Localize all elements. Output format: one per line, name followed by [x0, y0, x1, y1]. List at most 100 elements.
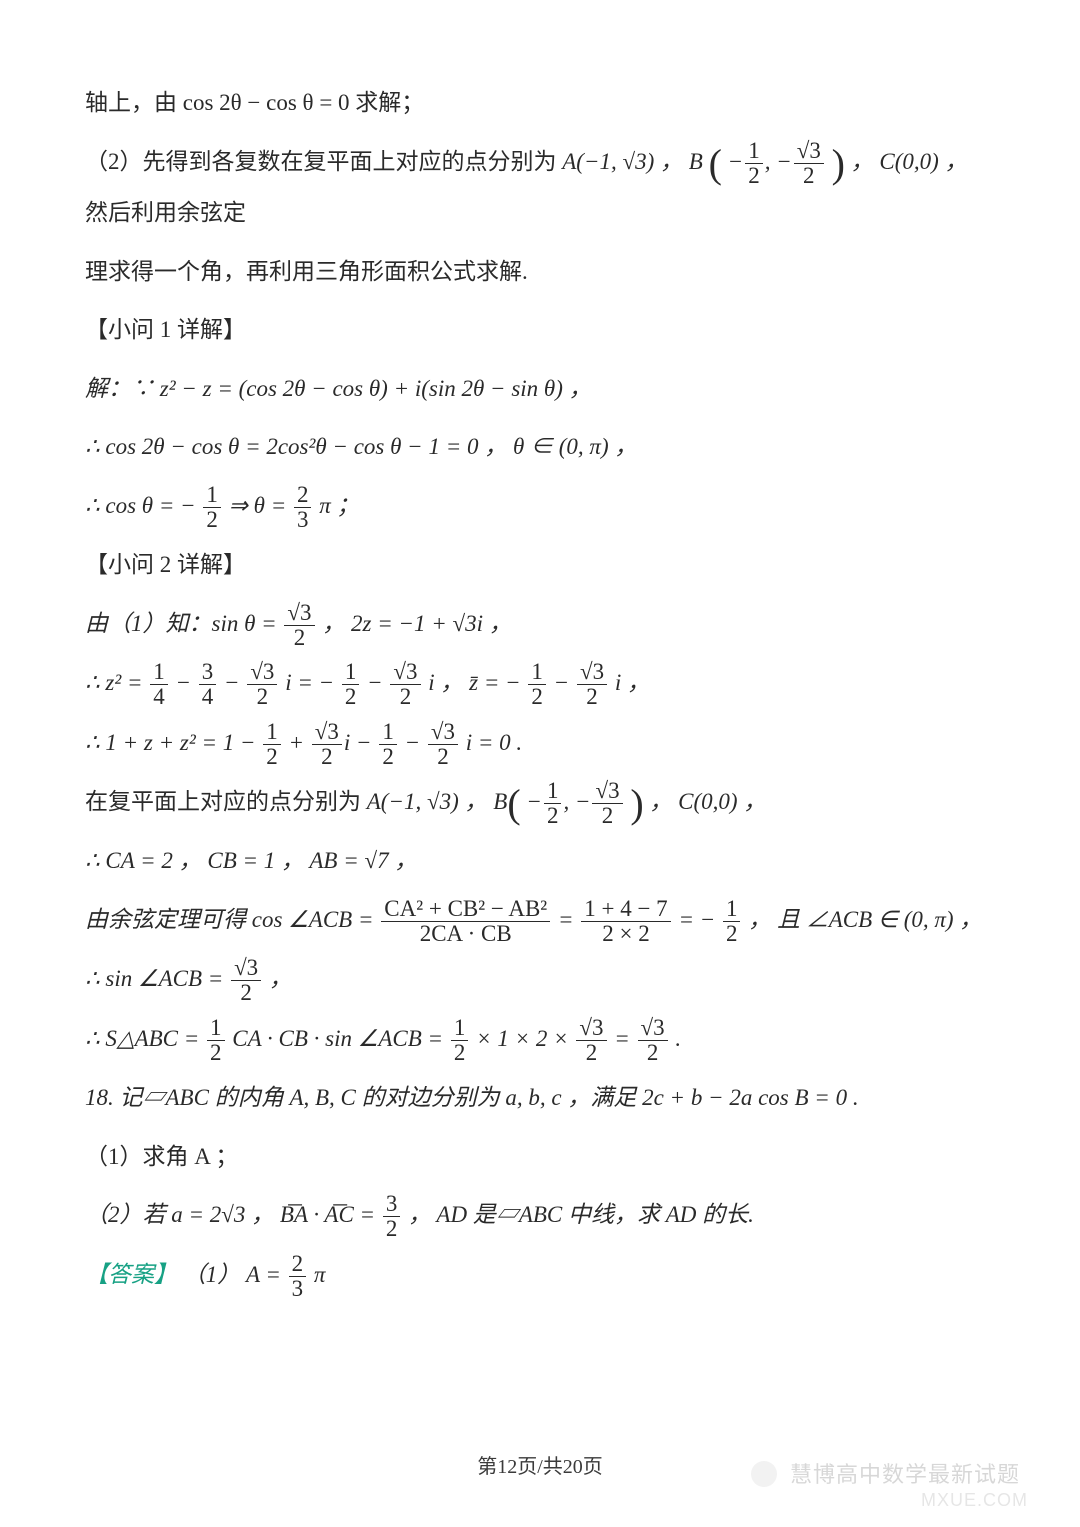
l10b-d: 4: [199, 684, 217, 709]
l7-post: π ；: [319, 493, 359, 518]
l9-d: 2: [284, 625, 314, 650]
line-13: ∴ CA = 2 ， CB = 1 ， AB = √7 ，: [85, 836, 995, 887]
l14-pre: 由余弦定理可得 cos ∠ACB =: [85, 907, 379, 932]
l10e-d: 2: [390, 684, 420, 709]
l2Bx-n: 1: [745, 139, 763, 163]
line-1: 轴上，由 cos 2θ − cos θ = 0 求解；: [85, 78, 995, 129]
l2-post: 然后利用余弦定: [85, 200, 246, 225]
l10g-d: 2: [577, 684, 607, 709]
l11d-n: √3: [428, 720, 458, 744]
l20-n: 2: [289, 1252, 307, 1276]
line-3: 理求得一个角，再利用三角形面积公式求解.: [85, 247, 995, 298]
l10a-d: 4: [150, 684, 168, 709]
l20-d: 3: [289, 1276, 307, 1301]
l15-d: 2: [231, 980, 261, 1005]
l12-A: A(−1, √3) ，: [367, 789, 488, 814]
l12-B: B( −12, −√32 ) ，: [493, 789, 678, 814]
l14-n2: 1 + 4 − 7: [581, 897, 670, 921]
l2-B-letter: B: [689, 149, 703, 174]
line-4: 【小问 1 详解】: [85, 305, 995, 356]
l10c-d: 2: [247, 684, 277, 709]
l12-C: C(0,0) ，: [678, 789, 766, 814]
l11c-n: 1: [379, 720, 397, 744]
l10-pre: ∴ z² =: [85, 670, 148, 695]
line-19: （2）若 a = 2√3 ， B͞A · A͞C = 32 ， AD 是▱ABC…: [85, 1190, 995, 1241]
l10f-d: 2: [528, 684, 546, 709]
l16a-d: 2: [207, 1040, 225, 1065]
l7b-n: 2: [294, 483, 312, 507]
answer-label: 【答案】: [85, 1262, 177, 1287]
l10e-n: √3: [390, 660, 420, 684]
l9-n: √3: [284, 601, 314, 625]
l20-post: π: [314, 1262, 326, 1287]
l12By-d: 2: [592, 803, 622, 828]
l2-B: B ( −12, −√32 ) ，: [689, 149, 880, 174]
l15-pre: ∴ sin ∠ACB =: [85, 966, 229, 991]
l16d-n: √3: [638, 1016, 668, 1040]
l16b-n: 1: [451, 1016, 469, 1040]
l10b-n: 3: [199, 660, 217, 684]
l16-mid1: CA · CB · sin ∠ACB =: [232, 1026, 449, 1051]
watermark-2: MXUE.COM: [921, 1481, 1028, 1521]
l11a-n: 1: [263, 720, 281, 744]
l10g-n: √3: [577, 660, 607, 684]
l15-post: ，: [269, 966, 292, 991]
l16c-d: 2: [576, 1040, 606, 1065]
l16-mid3: =: [614, 1026, 635, 1051]
line-20: 【答案】 （1） A = 23 π: [85, 1250, 995, 1301]
line-18: （1）求角 A ；: [85, 1132, 995, 1183]
l10-mid2: i ， z̄ = −: [428, 670, 520, 695]
line-11: ∴ 1 + z + z² = 1 − 12 + √32i − 12 − √32 …: [85, 718, 995, 769]
line-5: 解：∵ z² − z = (cos 2θ − cos θ) + i(sin 2θ…: [85, 364, 995, 415]
l16d-d: 2: [638, 1040, 668, 1065]
l10a-n: 1: [150, 660, 168, 684]
l2By-d: 2: [794, 163, 824, 188]
l10-mid1: i = −: [285, 670, 334, 695]
l11-pre: ∴ 1 + z + z² = 1 −: [85, 730, 261, 755]
l14-n1: CA² + CB² − AB²: [381, 897, 550, 921]
l16c-n: √3: [576, 1016, 606, 1040]
l19-d: 2: [383, 1216, 401, 1241]
line-2: （2）先得到各复数在复平面上对应的点分别为 A(−1, √3) ， B ( −1…: [85, 137, 995, 239]
watermark-icon: [751, 1461, 777, 1487]
line-7: ∴ cos θ = − 12 ⇒ θ = 23 π ；: [85, 481, 995, 532]
l11b-d: 2: [312, 744, 342, 769]
l19-n: 3: [383, 1192, 401, 1216]
l15-n: √3: [231, 956, 261, 980]
line-16: ∴ S△ABC = 12 CA · CB · sin ∠ACB = 12 × 1…: [85, 1014, 995, 1065]
l20-pre: （1） A =: [183, 1262, 287, 1287]
line-6: ∴ cos 2θ − cos θ = 2cos²θ − cos θ − 1 = …: [85, 422, 995, 473]
l12By-n: √3: [592, 779, 622, 803]
l9-pre: 由（1）知：sin θ =: [85, 611, 282, 636]
l7-mid: ⇒ θ =: [229, 493, 292, 518]
l11b-n: √3: [312, 720, 342, 744]
l16a-n: 1: [207, 1016, 225, 1040]
l2-pre: （2）先得到各复数在复平面上对应的点分别为: [85, 149, 562, 174]
l14r-d: 2: [723, 921, 741, 946]
l9-mid: ， 2z = −1 + √3i ，: [322, 611, 512, 636]
l10c-n: √3: [247, 660, 277, 684]
l11-post: i = 0 .: [466, 730, 522, 755]
line-15: ∴ sin ∠ACB = √32 ，: [85, 954, 995, 1005]
l12Bx-n: 1: [544, 779, 562, 803]
l7-pre: ∴ cos θ = −: [85, 493, 196, 518]
l12Bx-d: 2: [544, 803, 562, 828]
l10d-n: 1: [342, 660, 360, 684]
l14r-n: 1: [723, 897, 741, 921]
l2-A: A(−1, √3) ，: [562, 149, 683, 174]
l14-d1: 2CA · CB: [381, 921, 550, 946]
line-14: 由余弦定理可得 cos ∠ACB = CA² + CB² − AB²2CA · …: [85, 895, 995, 946]
l7b-d: 3: [294, 507, 312, 532]
l16-mid2: × 1 × 2 ×: [476, 1026, 574, 1051]
line-17: 18. 记▱ABC 的内角 A, B, C 的对边分别为 a, b, c ，满足…: [85, 1073, 995, 1124]
l19-post: ， AD 是▱ABC 中线，求 AD 的长.: [408, 1202, 754, 1227]
l16b-d: 2: [451, 1040, 469, 1065]
l10-post: i ，: [615, 670, 650, 695]
l16-pre: ∴ S△ABC =: [85, 1026, 205, 1051]
l14-post: ， 且 ∠ACB ∈ (0, π) ，: [748, 907, 982, 932]
line-8: 【小问 2 详解】: [85, 540, 995, 591]
l14-mid: = −: [678, 907, 715, 932]
line-10: ∴ z² = 14 − 34 − √32 i = − 12 − √32 i ， …: [85, 658, 995, 709]
l11c-d: 2: [379, 744, 397, 769]
l7a-n: 1: [203, 483, 221, 507]
